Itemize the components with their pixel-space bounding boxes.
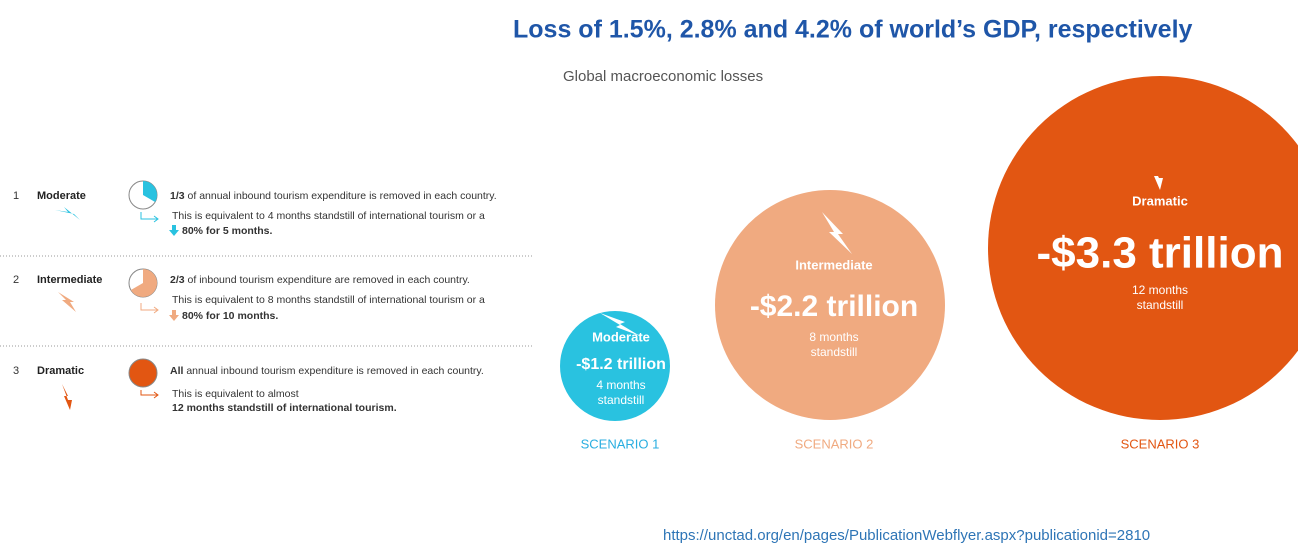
icon-arrow xyxy=(55,207,80,220)
circle-arrow xyxy=(822,212,852,254)
description-text: of annual inbound tourism expenditure is… xyxy=(185,190,497,202)
scenario-row: 3 Dramatic All annual inbound tourism ex… xyxy=(13,358,484,414)
circle-standstill: standstill xyxy=(811,345,858,359)
source-url: https://unctad.org/en/pages/PublicationW… xyxy=(663,527,1150,544)
description: 2/3 of inbound tourism expenditure are r… xyxy=(170,274,470,286)
description: 1/3 of annual inbound tourism expenditur… xyxy=(170,190,497,202)
pie-slice xyxy=(143,181,157,202)
description-text: of inbound tourism expenditure are remov… xyxy=(185,274,470,286)
circle-arrow xyxy=(600,313,640,336)
equivalent: This is equivalent to 8 months standstil… xyxy=(172,294,485,306)
circle-name: Intermediate xyxy=(795,257,872,272)
row-number: 2 xyxy=(13,274,19,286)
description-bold: 2/3 xyxy=(170,274,185,286)
row-name: Moderate xyxy=(37,190,86,202)
pointer xyxy=(140,390,159,399)
down-arrow xyxy=(169,225,179,236)
down-arrow xyxy=(169,310,179,321)
scenario-label: SCENARIO 1 xyxy=(581,436,660,451)
description-bold: All xyxy=(170,365,184,377)
detail: 12 months standstill of international to… xyxy=(172,402,397,414)
row-number: 1 xyxy=(13,190,19,202)
scenario-circle xyxy=(988,76,1298,420)
scenario-row: 2 Intermediate 2/3 of inbound tourism ex… xyxy=(13,268,485,322)
drop: 80% for 5 months. xyxy=(182,225,273,237)
circle-amount: -$1.2 trillion xyxy=(576,356,666,373)
row-number: 3 xyxy=(13,365,19,377)
icon-arrow xyxy=(62,384,72,410)
title: Loss of 1.5%, 2.8% and 4.2% of world’s G… xyxy=(513,16,1193,44)
circle-standstill: standstill xyxy=(1137,298,1184,312)
pie-icon xyxy=(128,358,158,388)
circle-standstill: standstill xyxy=(598,393,645,407)
drop: 80% for 10 months. xyxy=(182,310,278,322)
subtitle: Global macroeconomic losses xyxy=(563,68,763,85)
row-name: Intermediate xyxy=(37,274,102,286)
description-bold: 1/3 xyxy=(170,190,185,202)
scenario-row: 1 Moderate 1/3 of annual inbound tourism… xyxy=(13,180,497,237)
pie-slice xyxy=(130,268,158,297)
scenario-circle xyxy=(715,190,945,420)
pointer xyxy=(140,212,159,223)
scenario-label: SCENARIO 2 xyxy=(795,436,874,451)
scenario-circle xyxy=(560,311,670,421)
circle-months: 4 months xyxy=(596,378,645,392)
circle-months: 12 months xyxy=(1132,283,1188,297)
pointer xyxy=(140,303,159,314)
circle-amount: -$2.2 trillion xyxy=(750,290,918,323)
circle-amount: -$3.3 trillion xyxy=(1037,229,1284,278)
row-name: Dramatic xyxy=(37,365,84,377)
icon-arrow xyxy=(58,292,76,312)
circle-name: Dramatic xyxy=(1132,193,1188,208)
description-text: annual inbound tourism expenditure is re… xyxy=(183,365,483,377)
equivalent: This is equivalent to 4 months standstil… xyxy=(172,210,485,222)
circle-months: 8 months xyxy=(809,330,858,344)
circle-arrow xyxy=(1150,160,1163,190)
description: All annual inbound tourism expenditure i… xyxy=(170,365,484,377)
circle-name: Moderate xyxy=(592,329,650,344)
equivalent: This is equivalent to almost xyxy=(172,388,299,400)
scenario-label: SCENARIO 3 xyxy=(1121,436,1200,451)
